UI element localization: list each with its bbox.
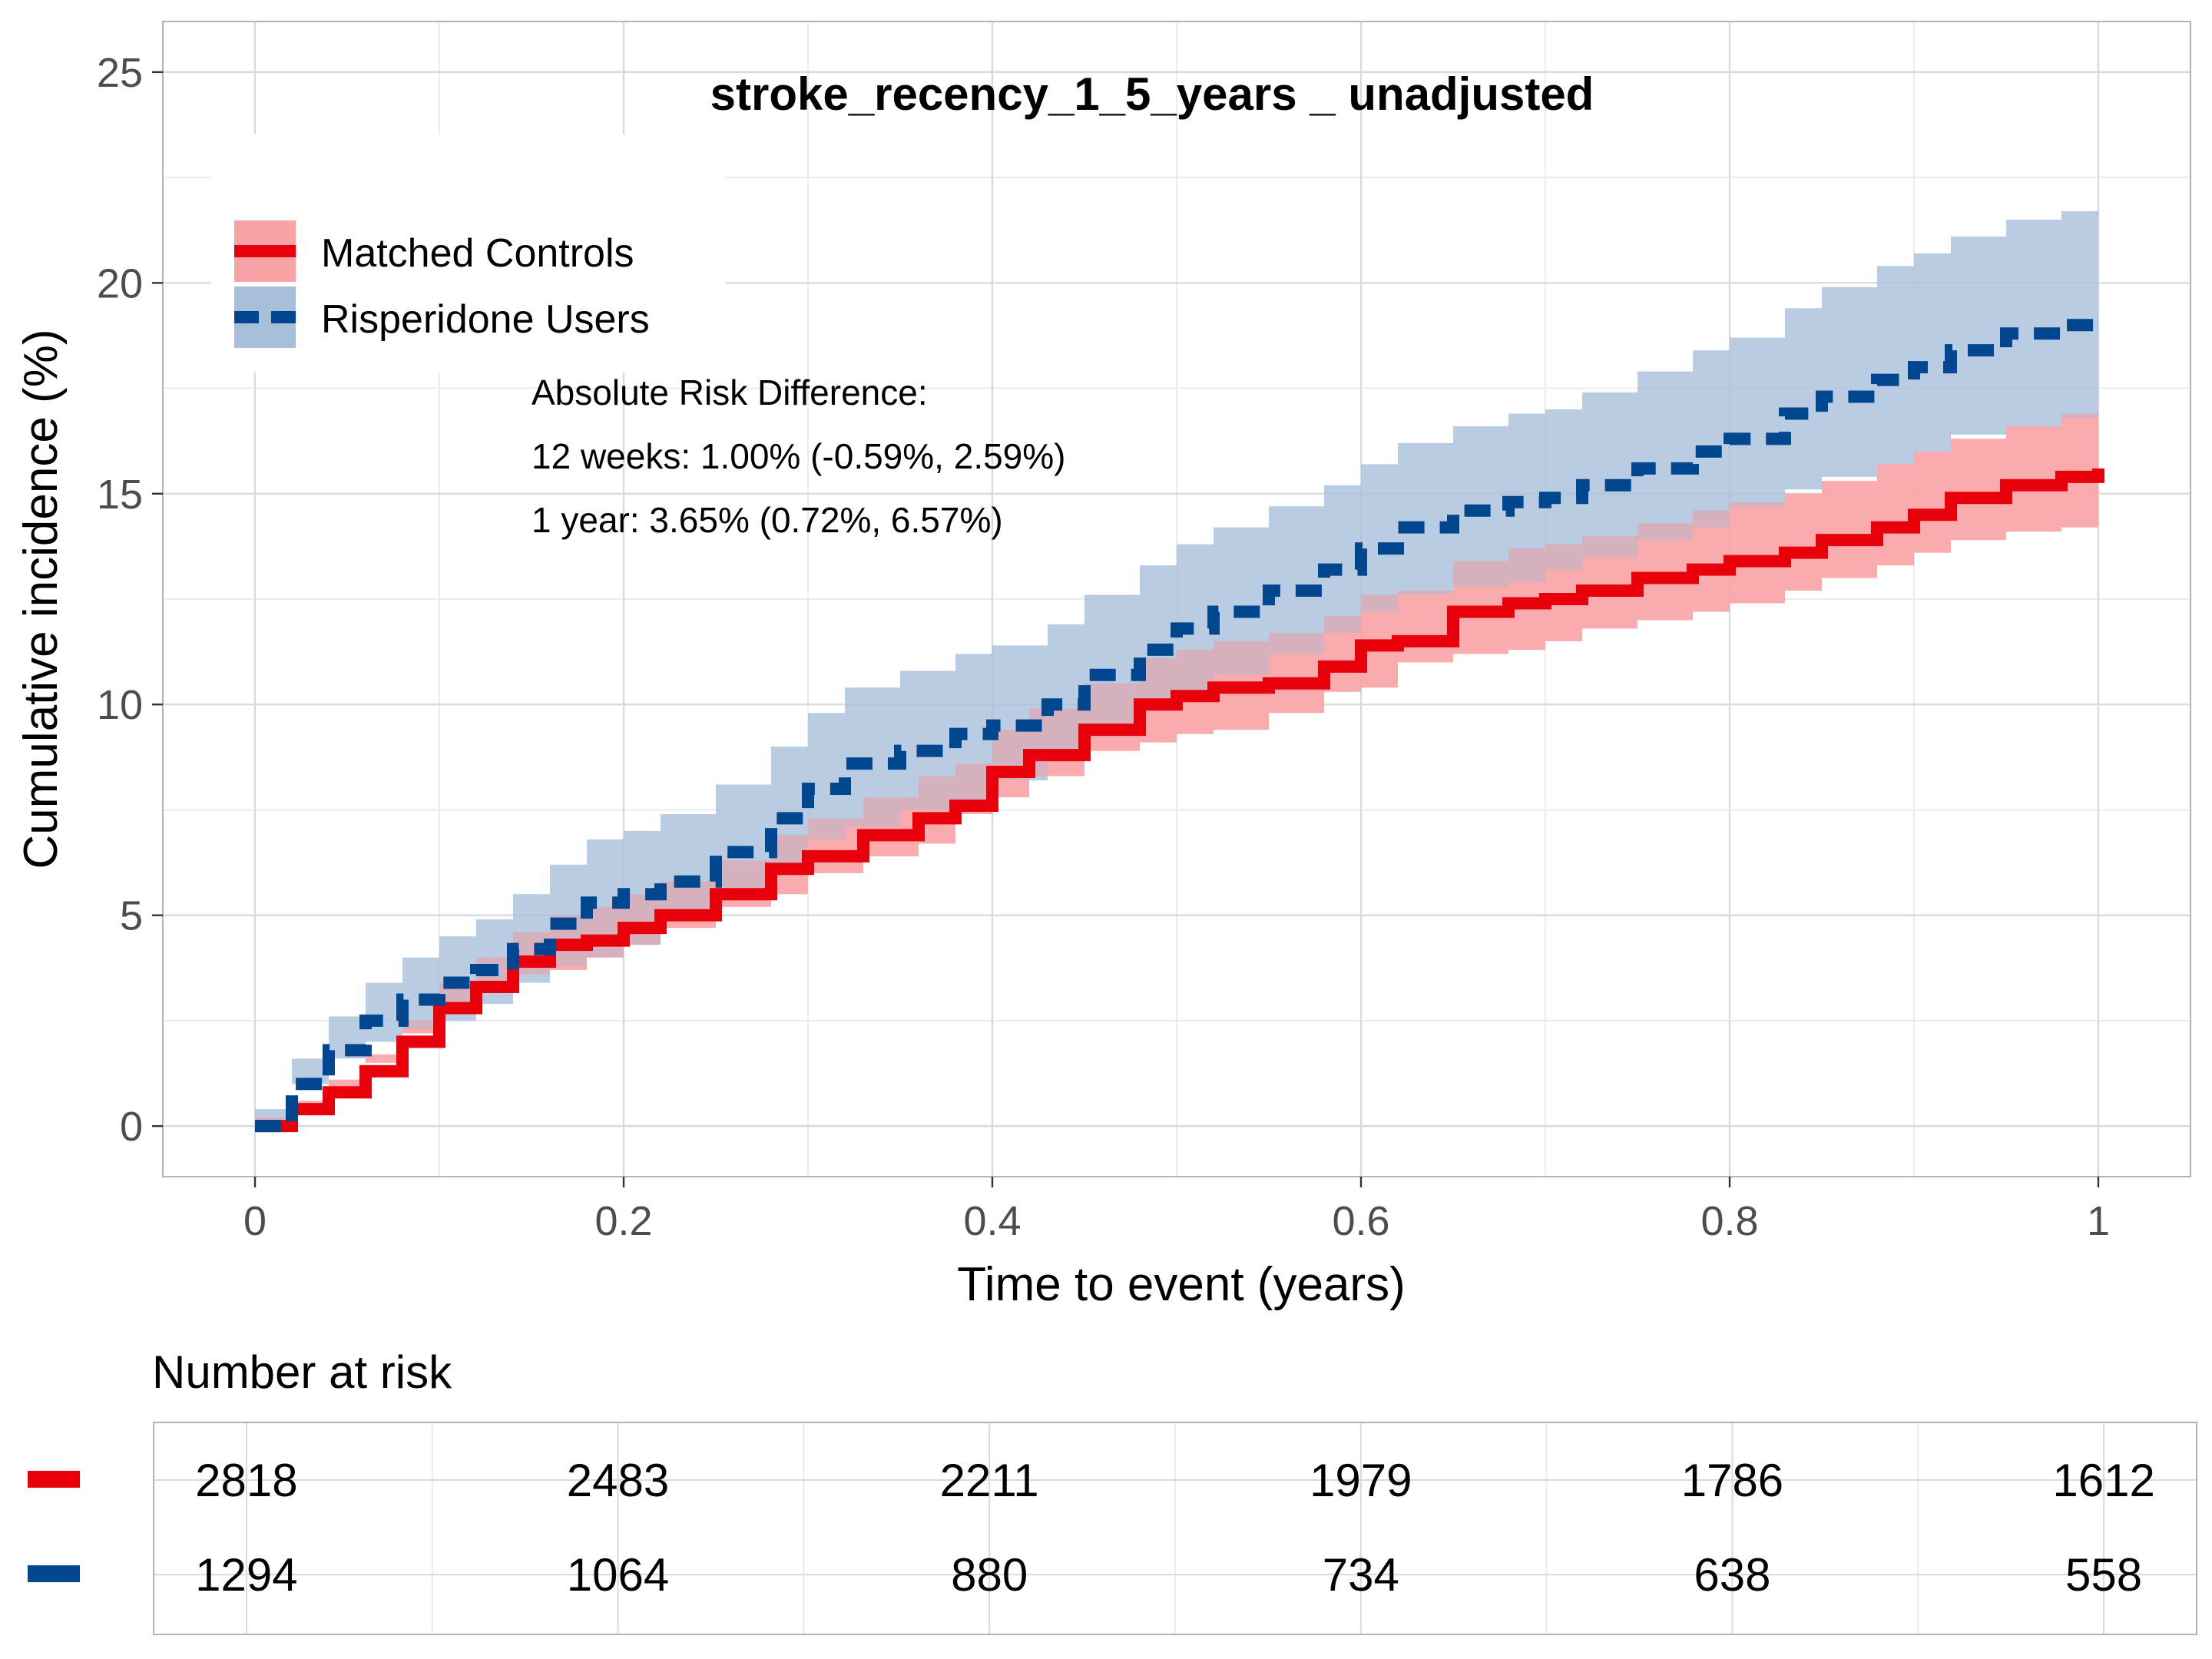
risk-row-key-risperidone-users [28, 1565, 80, 1582]
x-tick-label: 0 [243, 1198, 267, 1244]
legend-label: Risperidone Users [321, 297, 650, 342]
y-tick-label: 5 [120, 893, 143, 939]
risk-table-cell: 2483 [567, 1455, 669, 1506]
risk-table-cell: 1294 [195, 1549, 297, 1601]
risk-table-cell: 1979 [1310, 1455, 1412, 1506]
legend-item-risperidone-users: Risperidone Users [234, 286, 650, 348]
risk-table-frame [153, 1422, 2197, 1635]
risk-table-cell: 1064 [567, 1549, 669, 1601]
legend-background [211, 134, 726, 373]
y-tick-label: 0 [120, 1104, 143, 1150]
risk-difference-annotation: Absolute Risk Difference: 12 weeks: 1.00… [531, 373, 1065, 540]
y-tick-label: 25 [97, 50, 143, 96]
x-axis-ticks: 0 0.2 0.4 0.6 0.8 1 [243, 1177, 2110, 1244]
x-tick-label: 0.4 [963, 1198, 1021, 1244]
risk-table-cell: 1786 [1681, 1455, 1783, 1506]
x-tick-label: 0.2 [594, 1198, 652, 1244]
y-axis-ticks: 0 5 10 15 20 25 [97, 50, 163, 1150]
legend: Matched Controls Risperidone Users [211, 134, 726, 373]
plot-panel [162, 21, 2191, 1177]
y-axis-title: Cumulative incidence (%) [15, 329, 68, 869]
y-tick-label: 10 [97, 682, 143, 728]
x-tick-label: 0.8 [1700, 1198, 1758, 1244]
y-tick-label: 20 [97, 260, 143, 306]
risk-table-cell: 880 [951, 1549, 1028, 1601]
series-line-risperidone-users [255, 316, 2104, 1133]
annotation-line: 1 year: 3.65% (0.72%, 6.57%) [531, 500, 1003, 540]
annotation-line: Absolute Risk Difference: [531, 373, 928, 412]
risk-table-cell: 2211 [940, 1455, 1039, 1506]
risk-table-cell: 638 [1694, 1549, 1770, 1601]
risk-table-cell: 2818 [195, 1455, 297, 1506]
annotation-line: 12 weeks: 1.00% (-0.59%, 2.59%) [531, 436, 1065, 476]
risk-table: 2818 2483 2211 1979 1786 1612 1294 1064 880 734 63… [28, 1422, 2197, 1635]
risk-table-cell: 1612 [2052, 1455, 2154, 1506]
incidence-lines [255, 316, 2104, 1133]
x-axis-title: Time to event (years) [957, 1258, 1405, 1311]
risk-table-title: Number at risk [152, 1346, 452, 1398]
y-tick-label: 15 [97, 472, 143, 518]
plot-frame [162, 21, 2191, 1177]
risk-table-gridlines [154, 1422, 2197, 1634]
risk-table-cell: 558 [2065, 1549, 2142, 1601]
x-tick-label: 0.6 [1332, 1198, 1389, 1244]
risk-table-cells: 2818 2483 2211 1979 1786 1612 1294 1064 880 734 63… [195, 1455, 2155, 1601]
risk-row-key-matched-controls [28, 1471, 80, 1488]
chart-title: stroke_recency_1_5_years _ unadjusted [710, 68, 1594, 120]
risk-table-cell: 734 [1323, 1549, 1399, 1601]
legend-item-matched-controls: Matched Controls [234, 220, 634, 282]
legend-label: Matched Controls [321, 231, 634, 276]
x-tick-label: 1 [2087, 1198, 2110, 1244]
